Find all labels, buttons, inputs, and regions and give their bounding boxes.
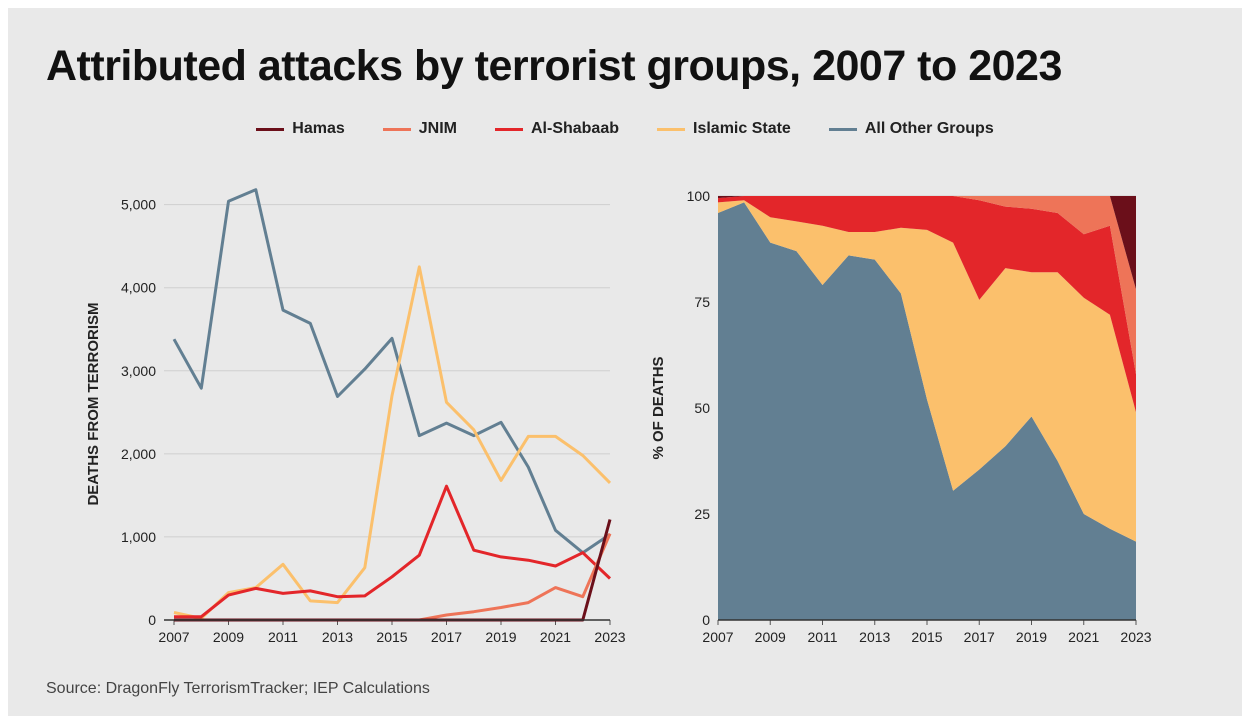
y-axis-label: DEATHS FROM TERRORISM — [85, 302, 102, 505]
line-chart: 0 1,000 2,000 3,000 4,000 5,000 2007 2009 2011 20… — [8, 8, 1242, 716]
y-tick-label: 0 — [148, 612, 156, 628]
y-tick-label: 2,000 — [121, 446, 156, 462]
x-tick-label: 2013 — [859, 629, 890, 645]
y-tick-label: 3,000 — [121, 363, 156, 379]
x-tick-label: 2017 — [431, 629, 462, 645]
x-tick-label: 2007 — [702, 629, 733, 645]
x-tick-label: 2019 — [1016, 629, 1047, 645]
x-tick-label: 2023 — [594, 629, 625, 645]
y-tick-label: 1,000 — [121, 529, 156, 545]
y-tick-label: 5,000 — [121, 197, 156, 213]
x-tick-label: 2013 — [322, 629, 353, 645]
x-tick-label: 2023 — [1120, 629, 1151, 645]
x-tick-label: 2021 — [1068, 629, 1099, 645]
x-tick-label: 2015 — [911, 629, 942, 645]
y-tick-label: 4,000 — [121, 280, 156, 296]
y-tick-label: 50 — [694, 400, 710, 416]
x-tick-label: 2007 — [158, 629, 189, 645]
x-tick-label: 2017 — [964, 629, 995, 645]
y-tick-label: 25 — [694, 506, 710, 522]
y-tick-label: 75 — [694, 294, 710, 310]
series-line-islamic-state — [174, 267, 610, 618]
y-axis-label: % OF DEATHS — [650, 356, 667, 459]
x-tick-label: 2015 — [376, 629, 407, 645]
x-tick-label: 2009 — [755, 629, 786, 645]
source-note: Source: DragonFly TerrorismTracker; IEP … — [46, 680, 430, 698]
x-tick-label: 2019 — [485, 629, 516, 645]
x-tick-label: 2011 — [807, 629, 837, 645]
x-tick-label: 2011 — [268, 629, 298, 645]
chart-panel: Attributed attacks by terrorist groups, … — [8, 8, 1242, 716]
x-tick-label: 2021 — [540, 629, 571, 645]
y-tick-label: 100 — [687, 188, 711, 204]
series-line-hamas — [174, 520, 610, 621]
y-tick-label: 0 — [702, 612, 710, 628]
x-tick-label: 2009 — [213, 629, 244, 645]
